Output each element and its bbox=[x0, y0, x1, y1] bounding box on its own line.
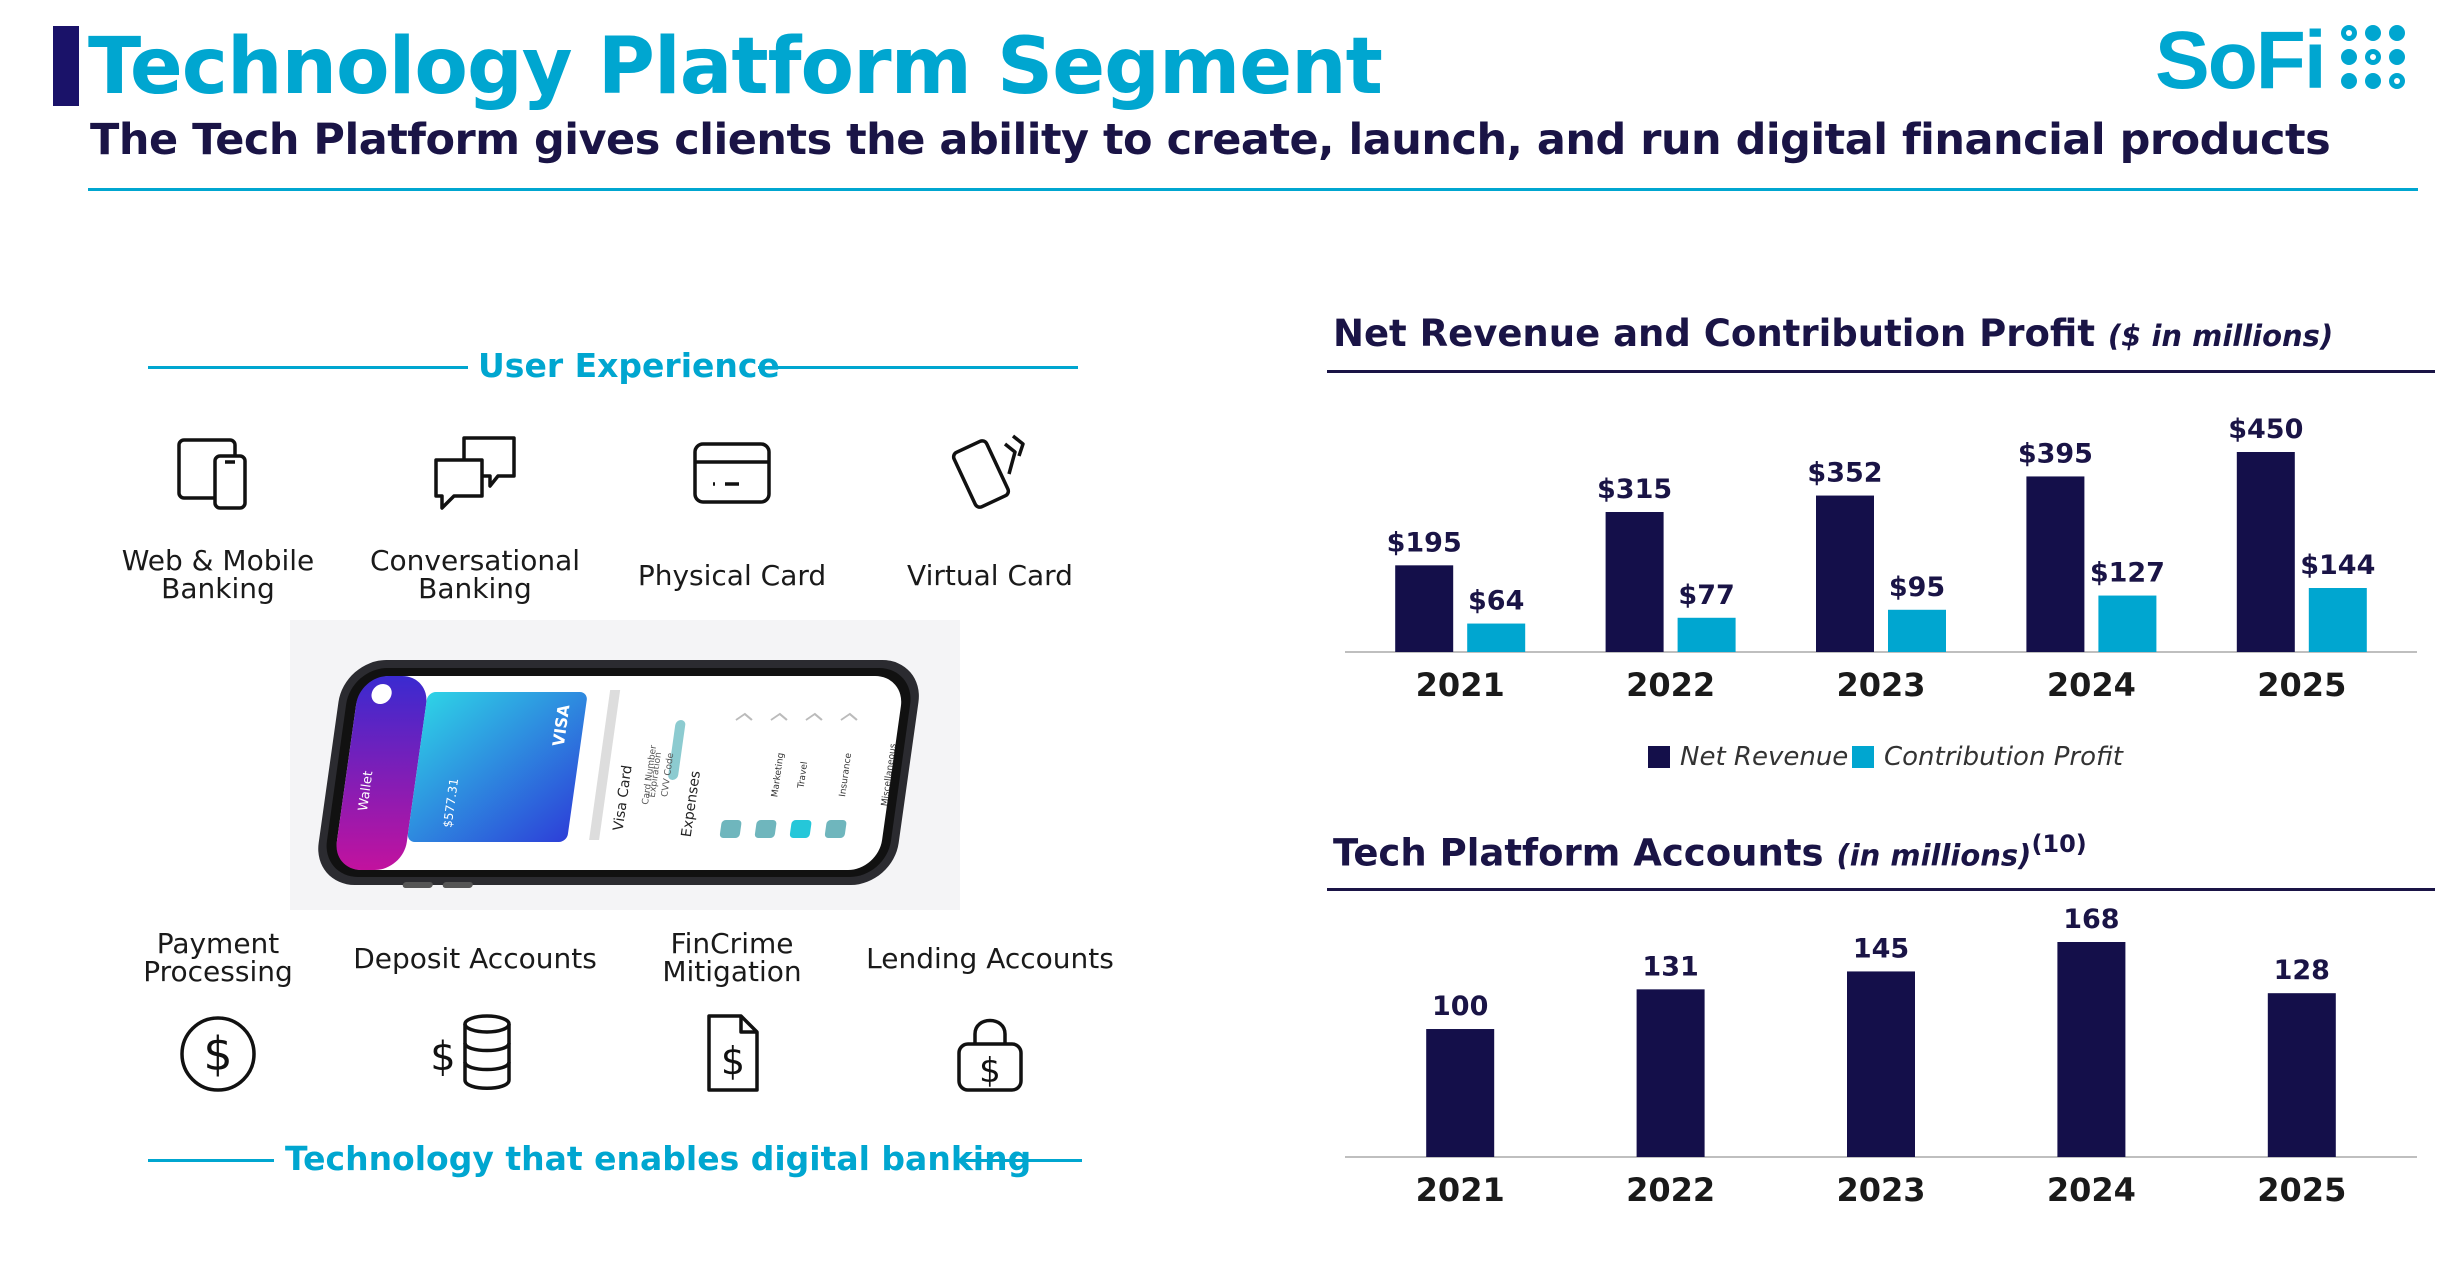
accounts-chart-rule bbox=[1327, 888, 2435, 891]
accounts-chart-units: (in millions) bbox=[1836, 838, 2032, 873]
x-tick-label-2023: 2023 bbox=[1836, 666, 1925, 704]
feature-label-web-mobile: Web & Mobile Banking bbox=[121, 544, 315, 605]
revenue-chart-rule bbox=[1327, 370, 2435, 373]
bar-contribution-profit-2023 bbox=[1888, 609, 1946, 652]
tech-label-rule-left bbox=[148, 1159, 274, 1162]
bar-contribution-profit-2021 bbox=[1467, 623, 1526, 652]
data-label-net-revenue-2024: $395 bbox=[2018, 438, 2093, 469]
x-tick-label-2021: 2021 bbox=[1416, 1171, 1505, 1209]
x-tick-label-2021: 2021 bbox=[1416, 666, 1505, 704]
data-label-contribution-profit-2023: $95 bbox=[1889, 572, 1945, 603]
user-experience-rule-right bbox=[758, 366, 1078, 369]
x-tick-label-2022: 2022 bbox=[1626, 666, 1715, 704]
feature-physical-card bbox=[602, 430, 862, 515]
page-title: Technology Platform Segment bbox=[88, 22, 1383, 112]
bar-tech-platform-accounts-2024 bbox=[2057, 942, 2126, 1157]
data-label-contribution-profit-2024: $127 bbox=[2090, 558, 2165, 589]
data-label-net-revenue-2021: $195 bbox=[1387, 527, 1462, 558]
devices-icon bbox=[177, 438, 247, 510]
x-tick-label-2022: 2022 bbox=[1626, 1171, 1715, 1209]
database-dollar-icon: $ bbox=[430, 1014, 511, 1090]
legend-contribution-profit: Contribution Profit bbox=[1852, 742, 2123, 772]
page-subtitle: The Tech Platform gives clients the abil… bbox=[90, 115, 2331, 165]
bar-contribution-profit-2024 bbox=[2098, 595, 2157, 652]
data-label-net-revenue-2025: $450 bbox=[2228, 414, 2303, 445]
bar-net-revenue-2021 bbox=[1395, 565, 1454, 652]
bar-tech-platform-accounts-2023 bbox=[1847, 971, 1915, 1157]
user-experience-rule-left bbox=[148, 366, 468, 369]
data-label-tech-platform-accounts-2021: 100 bbox=[1432, 991, 1488, 1022]
accounts-chart-title: Tech Platform Accounts bbox=[1333, 831, 1824, 875]
data-label-net-revenue-2023: $352 bbox=[1807, 458, 1882, 489]
title-accent-bar bbox=[53, 26, 79, 106]
revenue-chart-title: Net Revenue and Contribution Profit bbox=[1333, 312, 2096, 355]
logo-text: SoFi bbox=[2155, 15, 2327, 106]
feature-label-physical-card: Physical Card bbox=[637, 559, 827, 592]
sofi-dots-logo-icon bbox=[2341, 25, 2405, 89]
chat-bubbles-icon bbox=[434, 436, 516, 510]
feature-label-payment-processing: Payment Processing bbox=[143, 927, 293, 988]
x-tick-label-2024: 2024 bbox=[2047, 1171, 2136, 1209]
legend-label-net-revenue: Net Revenue bbox=[1680, 742, 1849, 772]
legend-label-contribution-profit: Contribution Profit bbox=[1884, 742, 2123, 772]
bar-tech-platform-accounts-2021 bbox=[1426, 1029, 1495, 1157]
bar-tech-platform-accounts-2025 bbox=[2267, 993, 2336, 1157]
revenue-chart-title-block: Net Revenue and Contribution Profit ($ i… bbox=[1333, 312, 2333, 355]
svg-text:$: $ bbox=[430, 1034, 455, 1080]
feature-label-fincrime: FinCrime Mitigation bbox=[662, 927, 802, 988]
tech-label-rule-right bbox=[956, 1159, 1082, 1162]
legend-swatch-contribution-profit bbox=[1852, 746, 1874, 768]
feature-conversational-banking bbox=[345, 430, 605, 515]
dollar-circle-icon: $ bbox=[180, 1016, 256, 1092]
bar-tech-platform-accounts-2022 bbox=[1636, 989, 1705, 1157]
technology-label: Technology that enables digital banking bbox=[285, 1139, 1032, 1178]
data-label-contribution-profit-2025: $144 bbox=[2300, 550, 2375, 581]
user-experience-label: User Experience bbox=[478, 346, 780, 385]
revenue-chart: $195$64 2021 $315 $77 2022 $352 $95 2023 $395 $12… bbox=[1345, 414, 2417, 704]
phone-mockup: Wallet VISA $577.31 Visa Card Card Numbe… bbox=[290, 620, 960, 910]
document-dollar-icon: $ bbox=[707, 1014, 759, 1092]
feature-label-lending-accounts: Lending Accounts bbox=[866, 942, 1114, 975]
header-divider bbox=[88, 188, 2418, 191]
feature-virtual-card bbox=[860, 430, 1120, 515]
bar-net-revenue-2022 bbox=[1605, 512, 1664, 652]
feature-label-deposit-accounts: Deposit Accounts bbox=[353, 942, 597, 975]
data-label-contribution-profit-2021: $64 bbox=[1468, 586, 1524, 617]
x-tick-label-2024: 2024 bbox=[2047, 666, 2136, 704]
data-label-net-revenue-2022: $315 bbox=[1597, 474, 1672, 505]
feature-fincrime-mitigation: $ bbox=[602, 1010, 862, 1095]
feature-payment-processing: $ bbox=[88, 1010, 348, 1095]
feature-label-virtual-card: Virtual Card bbox=[907, 559, 1073, 592]
x-tick-label-2025: 2025 bbox=[2257, 666, 2346, 704]
revenue-chart-units: ($ in millions) bbox=[2107, 319, 2334, 353]
data-label-tech-platform-accounts-2025: 128 bbox=[2274, 955, 2330, 986]
bar-contribution-profit-2022 bbox=[1677, 617, 1736, 652]
feature-deposit-accounts: $ bbox=[345, 1010, 605, 1095]
data-label-tech-platform-accounts-2023: 145 bbox=[1853, 933, 1909, 964]
data-label-tech-platform-accounts-2022: 131 bbox=[1642, 951, 1698, 982]
bar-net-revenue-2023 bbox=[1816, 495, 1874, 652]
x-tick-label-2023: 2023 bbox=[1836, 1171, 1925, 1209]
svg-text:$: $ bbox=[203, 1027, 232, 1081]
svg-text:$: $ bbox=[721, 1039, 745, 1083]
accounts-chart-footnote: (10) bbox=[2031, 830, 2087, 858]
virtual-card-icon bbox=[951, 434, 1025, 509]
accounts-chart: 100 2021 131 2022 145 2023 168 2024 128 2025 bbox=[1345, 904, 2417, 1209]
card-icon bbox=[693, 442, 771, 504]
data-label-contribution-profit-2022: $77 bbox=[1678, 580, 1734, 611]
x-tick-label-2025: 2025 bbox=[2257, 1171, 2346, 1209]
legend-net-revenue: Net Revenue bbox=[1648, 742, 1848, 772]
svg-text:$: $ bbox=[979, 1051, 1001, 1091]
lock-dollar-icon: $ bbox=[957, 1018, 1023, 1092]
bar-contribution-profit-2025 bbox=[2308, 588, 2367, 652]
accounts-chart-title-block: Tech Platform Accounts (in millions)(10) bbox=[1333, 830, 2087, 874]
bar-net-revenue-2024 bbox=[2026, 476, 2085, 652]
feature-web-mobile-banking bbox=[88, 430, 348, 515]
feature-lending-accounts: $ bbox=[860, 1010, 1120, 1095]
legend-swatch-net-revenue bbox=[1648, 746, 1670, 768]
feature-label-conversational: Conversational Banking bbox=[369, 544, 581, 605]
bar-net-revenue-2025 bbox=[2236, 452, 2295, 652]
data-label-tech-platform-accounts-2024: 168 bbox=[2063, 904, 2119, 935]
